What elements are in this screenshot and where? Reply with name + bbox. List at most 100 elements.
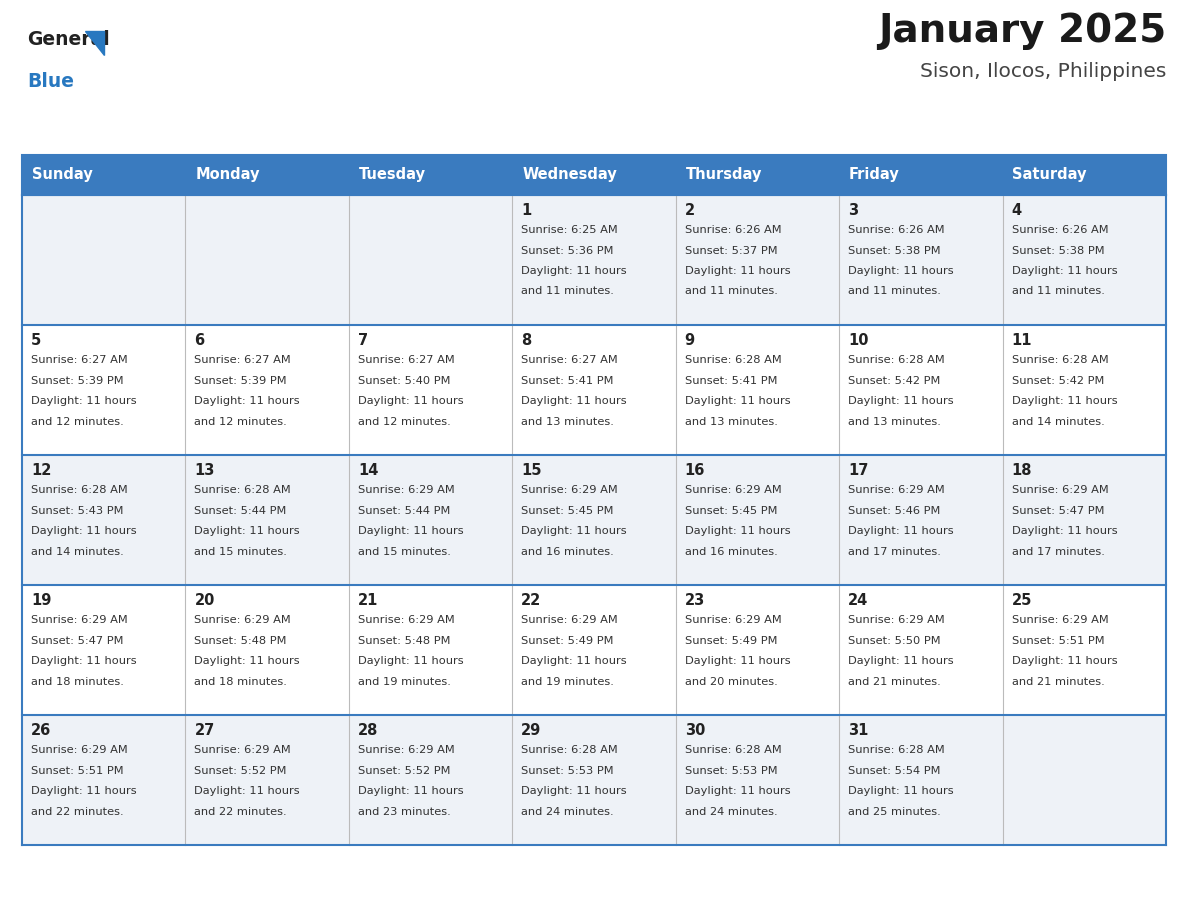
Text: and 25 minutes.: and 25 minutes.: [848, 807, 941, 816]
Text: and 12 minutes.: and 12 minutes.: [358, 417, 450, 427]
Text: Sunset: 5:43 PM: Sunset: 5:43 PM: [31, 506, 124, 516]
Text: Sunset: 5:44 PM: Sunset: 5:44 PM: [358, 506, 450, 516]
Text: 18: 18: [1011, 463, 1032, 478]
Text: Sunset: 5:54 PM: Sunset: 5:54 PM: [848, 766, 941, 776]
Text: 27: 27: [195, 723, 215, 738]
Text: Sunset: 5:41 PM: Sunset: 5:41 PM: [522, 375, 614, 386]
Text: 3: 3: [848, 203, 858, 218]
Text: Sunset: 5:42 PM: Sunset: 5:42 PM: [1011, 375, 1104, 386]
Text: Daylight: 11 hours: Daylight: 11 hours: [522, 396, 627, 406]
Text: Sunrise: 6:27 AM: Sunrise: 6:27 AM: [358, 355, 455, 365]
Text: Sunset: 5:36 PM: Sunset: 5:36 PM: [522, 245, 614, 255]
Text: Sunrise: 6:28 AM: Sunrise: 6:28 AM: [522, 745, 618, 755]
Text: Sunset: 5:39 PM: Sunset: 5:39 PM: [195, 375, 287, 386]
Text: and 22 minutes.: and 22 minutes.: [31, 807, 124, 816]
Text: Daylight: 11 hours: Daylight: 11 hours: [31, 526, 137, 536]
Text: Daylight: 11 hours: Daylight: 11 hours: [522, 656, 627, 666]
Text: Sunrise: 6:25 AM: Sunrise: 6:25 AM: [522, 225, 618, 235]
Text: and 11 minutes.: and 11 minutes.: [522, 286, 614, 297]
Text: 26: 26: [31, 723, 51, 738]
Text: 23: 23: [684, 593, 704, 608]
Text: Sunrise: 6:29 AM: Sunrise: 6:29 AM: [31, 745, 128, 755]
Text: Daylight: 11 hours: Daylight: 11 hours: [31, 396, 137, 406]
Text: 22: 22: [522, 593, 542, 608]
Text: 1: 1: [522, 203, 531, 218]
Text: Sunrise: 6:29 AM: Sunrise: 6:29 AM: [1011, 615, 1108, 625]
Bar: [23, 155, 1165, 195]
Text: and 11 minutes.: and 11 minutes.: [1011, 286, 1105, 297]
Text: 11: 11: [1011, 333, 1032, 348]
Text: Daylight: 11 hours: Daylight: 11 hours: [1011, 266, 1117, 276]
Text: 31: 31: [848, 723, 868, 738]
Bar: [23, 155, 1165, 195]
Text: Sunrise: 6:29 AM: Sunrise: 6:29 AM: [1011, 485, 1108, 495]
Text: Sunset: 5:37 PM: Sunset: 5:37 PM: [684, 245, 777, 255]
Text: Sunset: 5:48 PM: Sunset: 5:48 PM: [195, 635, 287, 645]
Text: and 17 minutes.: and 17 minutes.: [1011, 546, 1105, 556]
Text: Sunrise: 6:29 AM: Sunrise: 6:29 AM: [522, 485, 618, 495]
Text: Daylight: 11 hours: Daylight: 11 hours: [684, 396, 790, 406]
Text: 24: 24: [848, 593, 868, 608]
Text: 13: 13: [195, 463, 215, 478]
Text: Daylight: 11 hours: Daylight: 11 hours: [684, 266, 790, 276]
Text: Sunset: 5:45 PM: Sunset: 5:45 PM: [522, 506, 614, 516]
Text: Daylight: 11 hours: Daylight: 11 hours: [848, 656, 954, 666]
Polygon shape: [86, 31, 105, 55]
Text: Daylight: 11 hours: Daylight: 11 hours: [1011, 526, 1117, 536]
Text: Monday: Monday: [195, 167, 260, 183]
Bar: [23, 585, 1165, 715]
Text: and 18 minutes.: and 18 minutes.: [31, 677, 124, 687]
Text: Blue: Blue: [27, 72, 74, 91]
Bar: [23, 195, 1165, 325]
Text: and 17 minutes.: and 17 minutes.: [848, 546, 941, 556]
Text: Tuesday: Tuesday: [359, 167, 425, 183]
Text: Daylight: 11 hours: Daylight: 11 hours: [522, 526, 627, 536]
Text: Sunrise: 6:29 AM: Sunrise: 6:29 AM: [195, 615, 291, 625]
Text: 4: 4: [1011, 203, 1022, 218]
Text: Saturday: Saturday: [1012, 167, 1087, 183]
Text: 30: 30: [684, 723, 704, 738]
Text: 15: 15: [522, 463, 542, 478]
Text: Sunrise: 6:29 AM: Sunrise: 6:29 AM: [358, 615, 455, 625]
Text: Sunrise: 6:29 AM: Sunrise: 6:29 AM: [358, 745, 455, 755]
Bar: [23, 455, 1165, 585]
Text: Daylight: 11 hours: Daylight: 11 hours: [31, 656, 137, 666]
Text: and 22 minutes.: and 22 minutes.: [195, 807, 287, 816]
Text: and 15 minutes.: and 15 minutes.: [195, 546, 287, 556]
Text: Sunrise: 6:29 AM: Sunrise: 6:29 AM: [195, 745, 291, 755]
Text: and 11 minutes.: and 11 minutes.: [684, 286, 778, 297]
Text: Sunrise: 6:28 AM: Sunrise: 6:28 AM: [31, 485, 128, 495]
Text: and 19 minutes.: and 19 minutes.: [522, 677, 614, 687]
Text: Thursday: Thursday: [685, 167, 762, 183]
Text: Sunset: 5:47 PM: Sunset: 5:47 PM: [31, 635, 124, 645]
Text: and 14 minutes.: and 14 minutes.: [1011, 417, 1105, 427]
Text: Sunset: 5:53 PM: Sunset: 5:53 PM: [684, 766, 777, 776]
Text: Sunset: 5:52 PM: Sunset: 5:52 PM: [358, 766, 450, 776]
Text: Sunrise: 6:28 AM: Sunrise: 6:28 AM: [684, 355, 782, 365]
Text: and 13 minutes.: and 13 minutes.: [684, 417, 778, 427]
Text: 10: 10: [848, 333, 868, 348]
Text: Sunset: 5:39 PM: Sunset: 5:39 PM: [31, 375, 124, 386]
Text: Daylight: 11 hours: Daylight: 11 hours: [358, 396, 463, 406]
Bar: [23, 715, 1165, 845]
Text: Daylight: 11 hours: Daylight: 11 hours: [684, 656, 790, 666]
Text: 14: 14: [358, 463, 378, 478]
Text: Sunset: 5:38 PM: Sunset: 5:38 PM: [848, 245, 941, 255]
Text: General: General: [27, 30, 109, 49]
Text: 17: 17: [848, 463, 868, 478]
Text: Sunrise: 6:28 AM: Sunrise: 6:28 AM: [684, 745, 782, 755]
Text: Daylight: 11 hours: Daylight: 11 hours: [195, 656, 301, 666]
Text: 6: 6: [195, 333, 204, 348]
Text: January 2025: January 2025: [878, 12, 1165, 50]
Text: Sunset: 5:53 PM: Sunset: 5:53 PM: [522, 766, 614, 776]
Text: Daylight: 11 hours: Daylight: 11 hours: [522, 266, 627, 276]
Text: Daylight: 11 hours: Daylight: 11 hours: [358, 656, 463, 666]
Text: Daylight: 11 hours: Daylight: 11 hours: [848, 786, 954, 796]
Text: 2: 2: [684, 203, 695, 218]
Text: Sunset: 5:51 PM: Sunset: 5:51 PM: [1011, 635, 1104, 645]
Text: 16: 16: [684, 463, 704, 478]
Text: Daylight: 11 hours: Daylight: 11 hours: [1011, 656, 1117, 666]
Text: Daylight: 11 hours: Daylight: 11 hours: [1011, 396, 1117, 406]
Text: and 12 minutes.: and 12 minutes.: [195, 417, 287, 427]
Text: Sunset: 5:44 PM: Sunset: 5:44 PM: [195, 506, 286, 516]
